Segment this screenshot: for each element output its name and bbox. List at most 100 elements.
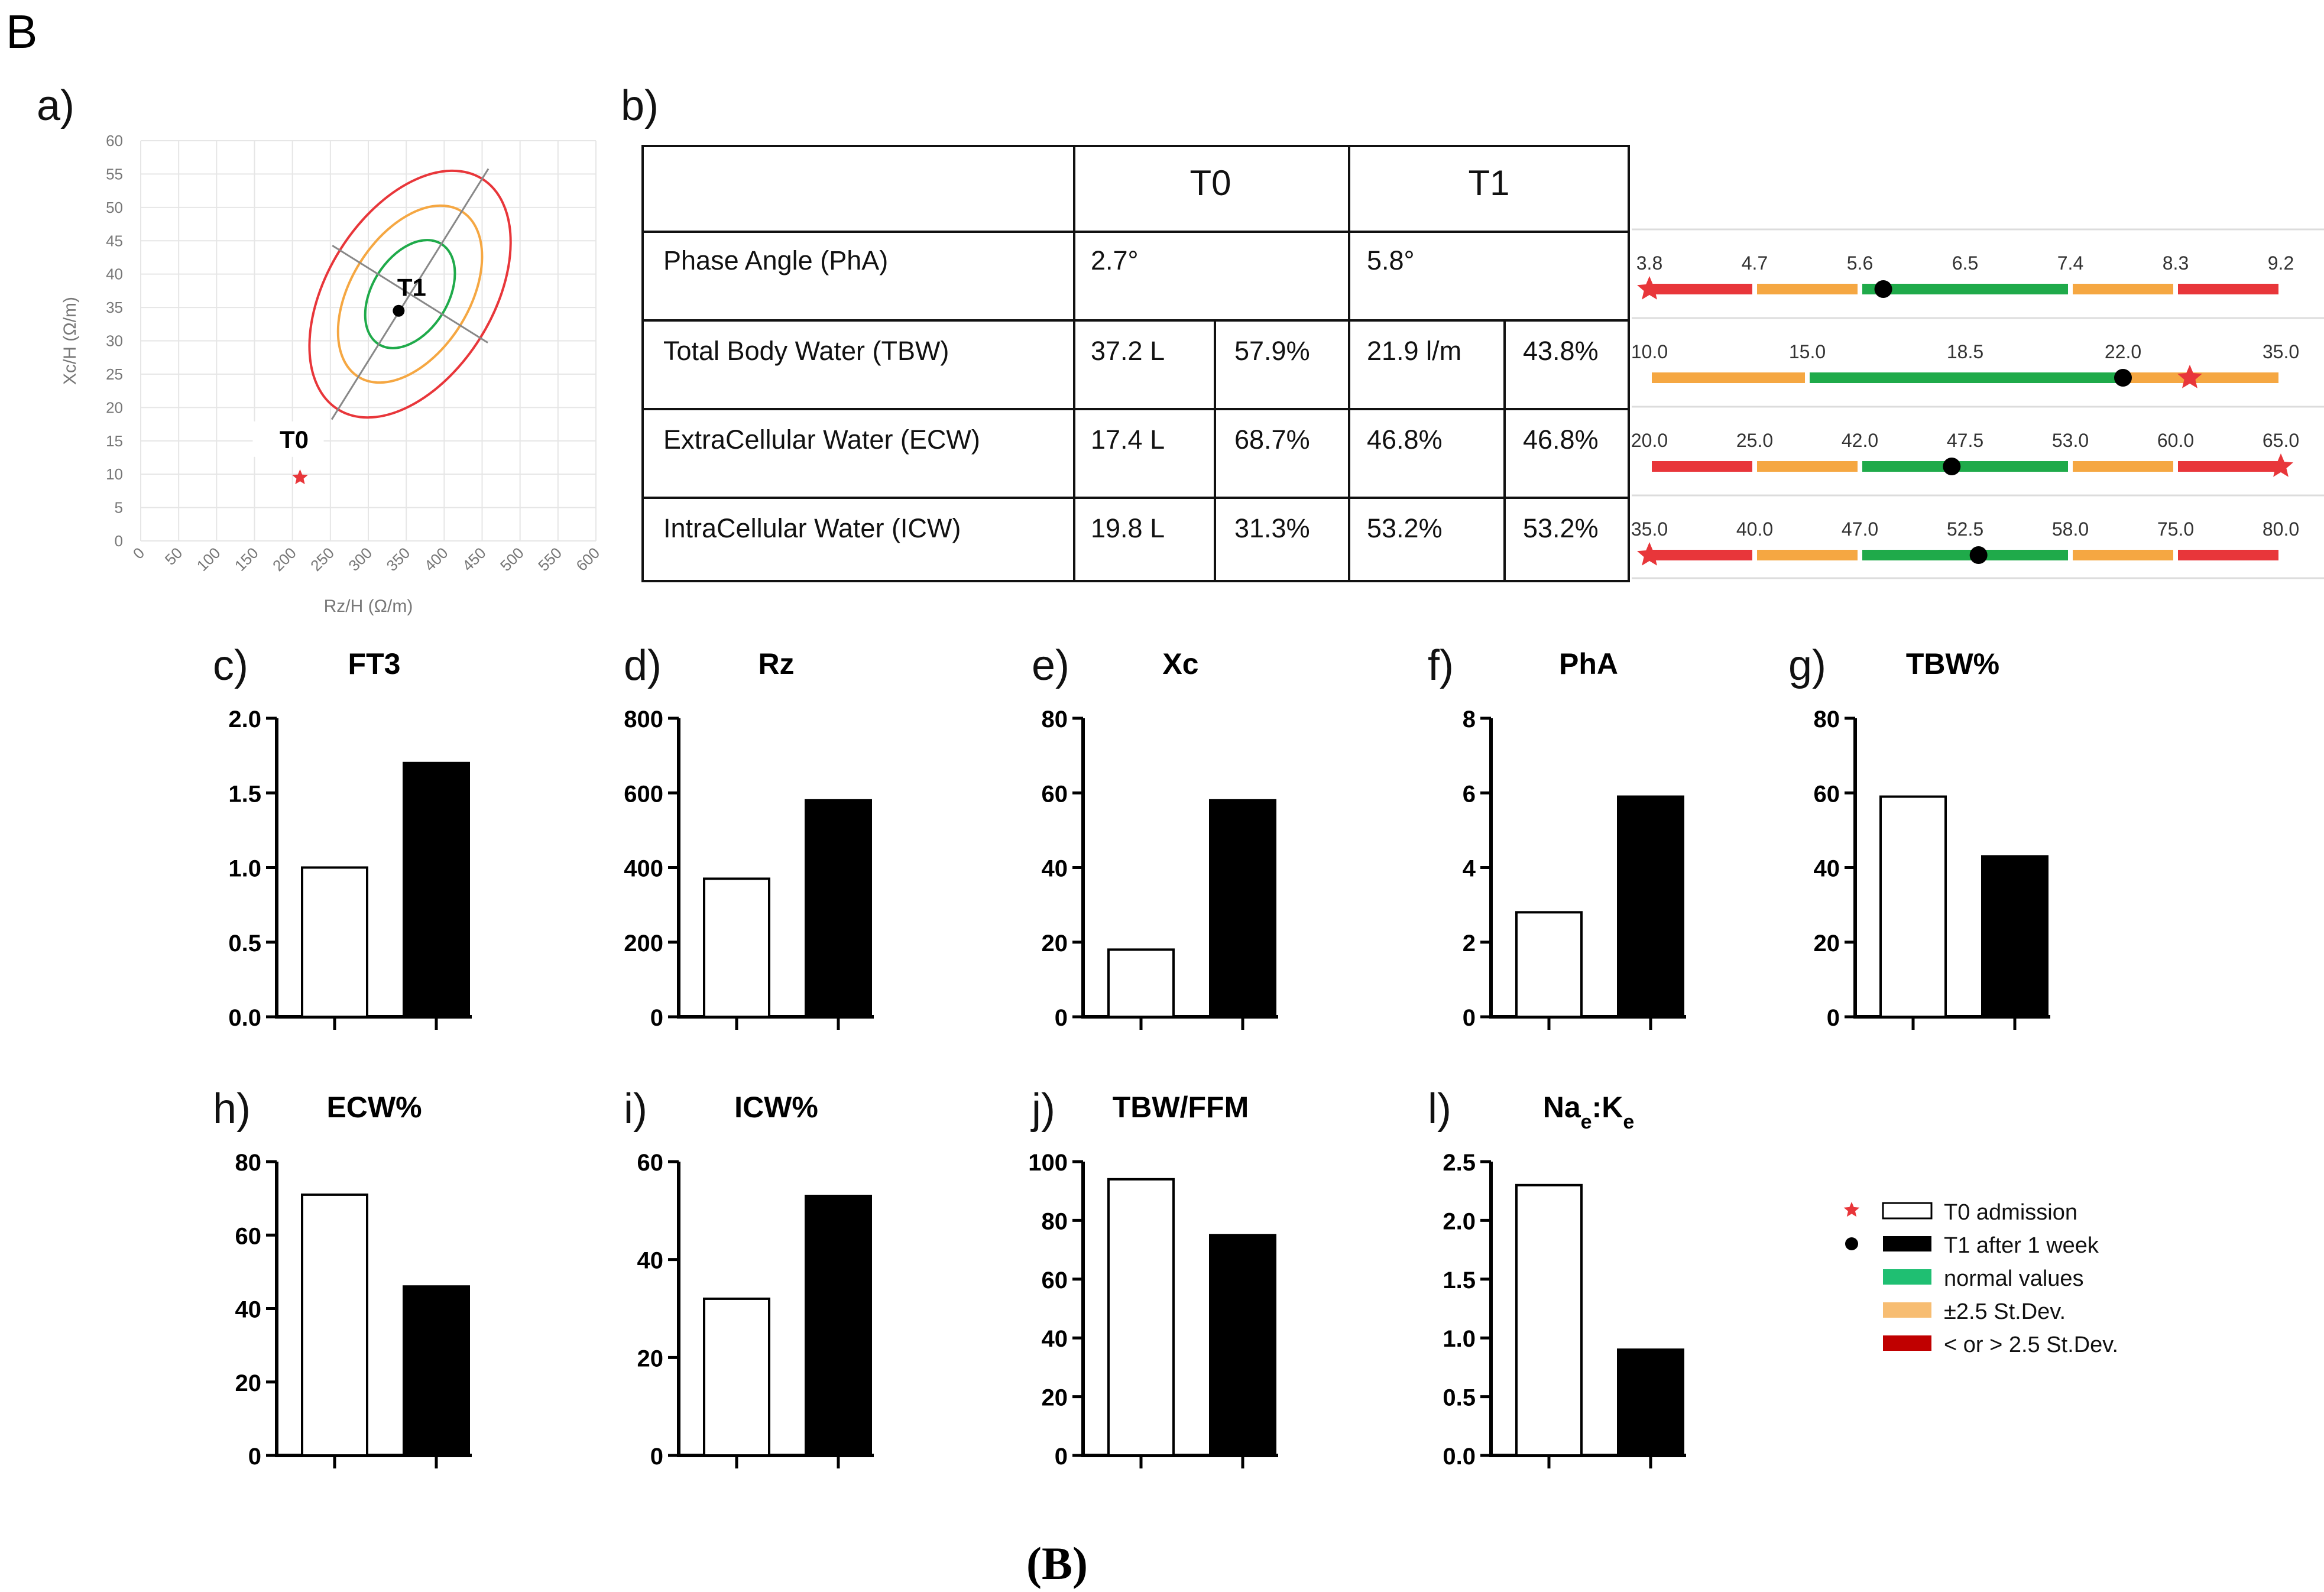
table-divider [1073, 145, 1075, 582]
range-tick-label: 80.0 [2263, 518, 2299, 540]
panel-label-l: l) [1428, 1085, 1451, 1133]
range-tick-label: 58.0 [2052, 518, 2089, 540]
y-tick-label: 0.5 [228, 930, 261, 957]
panel-label-f: f) [1428, 642, 1454, 689]
range-tick-label: 3.8 [1636, 252, 1662, 274]
x-tick-label: 350 [383, 544, 414, 575]
range-segment-normal [1862, 461, 2068, 472]
table-cell: 43.8% [1523, 336, 1599, 366]
table-cell: 37.2 L [1091, 336, 1165, 366]
table-cell: 31.3% [1234, 513, 1310, 543]
y-tick-label: 2.0 [228, 706, 261, 732]
range-tick-label: 4.7 [1742, 252, 1768, 274]
panel-label-h: h) [213, 1085, 251, 1133]
y-tick-label: 0 [650, 1444, 663, 1470]
table-cell: 57.9% [1234, 336, 1310, 366]
range-tick-label: 20.0 [1631, 430, 1668, 451]
figure-caption: (B) [1026, 1538, 1088, 1589]
range-tick-label: 8.3 [2163, 252, 2189, 274]
y-tick-label: 0 [1463, 1005, 1476, 1031]
bar-chart-title: TBW% [1906, 647, 1999, 680]
x-tick-label: 0 [129, 544, 148, 562]
table-divider [641, 231, 1630, 233]
label-bg [252, 421, 324, 457]
range-tick-label: 35.0 [1631, 518, 1668, 540]
range-segment-sd [2073, 550, 2173, 560]
range-tick-label: 53.0 [2052, 430, 2089, 451]
y-tick-label: 0 [1055, 1444, 1068, 1470]
bar-t0 [1107, 1178, 1175, 1457]
table-cell: 21.9 l/m [1367, 336, 1462, 366]
range-segment-sd [2125, 372, 2278, 383]
y-tick-label: 15 [106, 432, 123, 450]
table-header-t1: T1 [1468, 163, 1510, 203]
legend-swatch-sd [1883, 1302, 1931, 1318]
table-cell: 2.7° [1091, 245, 1139, 275]
y-tick-label: 6 [1463, 781, 1476, 807]
y-tick-label: 40 [1042, 1326, 1068, 1352]
y-tick-label: 0 [248, 1444, 261, 1470]
legend-marker-t1 [1845, 1237, 1858, 1250]
bar-chart-title: Xc [1162, 647, 1198, 680]
legend-label-t0: T0 admission [1944, 1200, 2077, 1225]
panel-label-e: e) [1032, 642, 1070, 689]
bar-chart-title: Rz [758, 647, 794, 680]
y-tick-label: 0 [1827, 1005, 1840, 1031]
range-tick-label: 40.0 [1736, 518, 1773, 540]
legend-label-normal: normal values [1944, 1266, 2084, 1291]
bar-chart-title: FT3 [348, 647, 401, 680]
y-tick-label: 35 [106, 299, 123, 316]
range-marker-t1 [1874, 280, 1892, 298]
y-tick-label: 0.0 [228, 1005, 261, 1031]
range-tick-label: 47.5 [1947, 430, 1983, 451]
range-marker-t0 [1637, 276, 1662, 300]
y-axis-label: Xc/H (Ω/m) [60, 297, 80, 385]
bar-t0 [1879, 795, 1947, 1018]
bar-t0 [1107, 948, 1175, 1018]
table-row-label: Phase Angle (PhA) [663, 245, 889, 275]
point-t1 [393, 304, 405, 317]
bar-t0 [301, 866, 368, 1018]
range-tick-label: 65.0 [2263, 430, 2299, 451]
bar-t0 [1515, 911, 1583, 1018]
point-t0 [292, 469, 308, 485]
table-cell: 5.8° [1367, 245, 1415, 275]
table-divider [1348, 145, 1350, 582]
figure-letter: B [6, 5, 38, 58]
legend-label-sd: ±2.5 St.Dev. [1944, 1299, 2066, 1324]
bar-t1 [1617, 795, 1684, 1018]
range-segment-sd [2073, 461, 2173, 472]
legend-label-out: < or > 2.5 St.Dev. [1944, 1332, 2119, 1357]
range-tick-label: 6.5 [1952, 252, 1978, 274]
range-tick-label: 22.0 [2105, 341, 2141, 362]
table-row-label: Total Body Water (TBW) [663, 336, 949, 366]
range-tick-label: 10.0 [1631, 341, 1668, 362]
y-tick-label: 20 [1042, 1385, 1068, 1411]
y-tick-label: 1.5 [1443, 1267, 1476, 1293]
range-segment-sd [1757, 461, 1858, 472]
bar-t1 [805, 799, 872, 1018]
bar-t0 [301, 1193, 368, 1457]
range-tick-label: 9.2 [2268, 252, 2294, 274]
table-divider [1503, 321, 1506, 582]
bar-t0 [1515, 1184, 1583, 1457]
point-label-t1: T1 [397, 274, 426, 301]
bar-t0 [703, 877, 770, 1018]
panel-label-d: d) [624, 642, 662, 689]
y-tick-label: 50 [106, 199, 123, 216]
table-cell: 68.7% [1234, 424, 1310, 455]
panel-label-i: i) [624, 1085, 647, 1133]
bia-table [641, 145, 1630, 582]
legend-marker-t0 [1843, 1202, 1860, 1217]
legend-swatch-normal [1883, 1269, 1931, 1285]
range-segment-out [2178, 461, 2278, 472]
bar-t1 [403, 1285, 470, 1457]
y-tick-label: 0.0 [1443, 1444, 1476, 1470]
x-tick-label: 400 [421, 544, 452, 575]
range-marker-t1 [1943, 458, 1961, 475]
range-tick-label: 52.5 [1947, 518, 1983, 540]
range-tick-label: 35.0 [2263, 341, 2299, 362]
legend-swatch-t0 [1882, 1202, 1933, 1220]
bar-chart-title: ECW% [326, 1091, 422, 1124]
